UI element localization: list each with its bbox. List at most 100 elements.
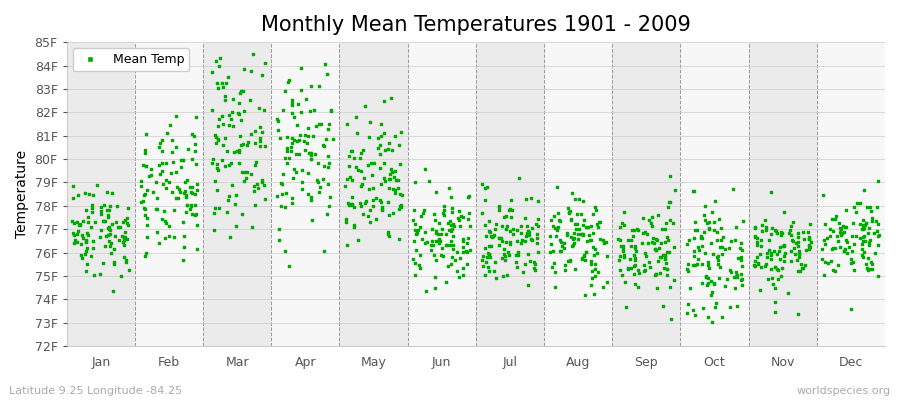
Mean Temp	[792, 251, 806, 258]
Mean Temp	[134, 199, 148, 205]
Mean Temp	[710, 237, 724, 243]
Mean Temp	[572, 226, 587, 232]
Mean Temp	[286, 137, 301, 143]
Mean Temp	[345, 177, 359, 183]
Mean Temp	[284, 144, 298, 150]
Mean Temp	[116, 233, 130, 240]
Bar	[271, 42, 339, 346]
Mean Temp	[500, 222, 514, 229]
Mean Temp	[687, 248, 701, 254]
Mean Temp	[231, 146, 246, 153]
Mean Temp	[139, 131, 153, 137]
Mean Temp	[560, 230, 574, 236]
Mean Temp	[697, 212, 711, 218]
Mean Temp	[544, 241, 558, 248]
Mean Temp	[356, 146, 370, 153]
Mean Temp	[440, 262, 454, 269]
Mean Temp	[529, 240, 544, 246]
Mean Temp	[456, 272, 471, 278]
Mean Temp	[68, 232, 82, 238]
Mean Temp	[625, 237, 639, 244]
Mean Temp	[770, 230, 784, 236]
Mean Temp	[628, 245, 643, 252]
Mean Temp	[735, 263, 750, 270]
Mean Temp	[620, 264, 634, 271]
Bar	[817, 42, 885, 346]
Mean Temp	[844, 256, 859, 262]
Mean Temp	[729, 223, 743, 230]
Mean Temp	[311, 121, 326, 128]
Mean Temp	[612, 266, 626, 273]
Mean Temp	[617, 279, 632, 285]
Mean Temp	[544, 217, 558, 223]
Mean Temp	[710, 254, 724, 260]
Mean Temp	[568, 220, 582, 227]
Mean Temp	[428, 284, 442, 291]
Mean Temp	[222, 111, 237, 118]
Mean Temp	[246, 50, 260, 57]
Mean Temp	[832, 238, 846, 244]
Mean Temp	[383, 170, 398, 177]
Mean Temp	[178, 208, 193, 215]
Mean Temp	[768, 264, 782, 270]
Mean Temp	[256, 107, 271, 114]
Mean Temp	[680, 268, 695, 274]
Mean Temp	[339, 242, 354, 249]
Mean Temp	[628, 281, 643, 287]
Mean Temp	[860, 260, 874, 267]
Mean Temp	[253, 142, 267, 149]
Mean Temp	[499, 238, 513, 245]
Mean Temp	[832, 220, 847, 226]
Mean Temp	[226, 96, 240, 103]
Mean Temp	[256, 129, 270, 135]
Mean Temp	[354, 203, 368, 209]
Mean Temp	[868, 250, 882, 256]
Mean Temp	[500, 272, 514, 278]
Mean Temp	[388, 186, 402, 193]
Mean Temp	[701, 279, 716, 286]
Mean Temp	[500, 213, 514, 219]
Mean Temp	[642, 217, 656, 224]
Mean Temp	[554, 248, 568, 254]
Mean Temp	[734, 276, 748, 283]
Mean Temp	[760, 250, 774, 256]
Mean Temp	[210, 164, 224, 171]
Mean Temp	[348, 114, 363, 120]
Mean Temp	[625, 265, 639, 271]
Mean Temp	[491, 203, 506, 209]
Mean Temp	[567, 240, 581, 246]
Mean Temp	[382, 185, 396, 192]
Mean Temp	[531, 222, 545, 229]
Mean Temp	[413, 265, 428, 271]
Mean Temp	[190, 246, 204, 252]
Mean Temp	[761, 276, 776, 282]
Mean Temp	[478, 272, 492, 278]
Mean Temp	[280, 134, 294, 140]
Mean Temp	[575, 231, 590, 238]
Mean Temp	[730, 274, 744, 280]
Mean Temp	[562, 209, 576, 216]
Mean Temp	[212, 123, 226, 130]
Mean Temp	[277, 204, 292, 210]
Mean Temp	[384, 147, 399, 154]
Mean Temp	[309, 123, 323, 129]
Mean Temp	[79, 239, 94, 246]
Mean Temp	[393, 190, 408, 197]
Mean Temp	[160, 130, 175, 136]
Mean Temp	[554, 239, 569, 245]
Mean Temp	[755, 228, 770, 234]
Mean Temp	[94, 204, 108, 210]
Mean Temp	[590, 269, 605, 276]
Mean Temp	[631, 266, 645, 273]
Mean Temp	[94, 211, 108, 217]
Mean Temp	[856, 224, 870, 231]
Mean Temp	[482, 268, 496, 275]
Mean Temp	[275, 107, 290, 114]
Mean Temp	[649, 271, 663, 277]
Mean Temp	[382, 176, 396, 182]
Mean Temp	[514, 240, 528, 247]
Mean Temp	[218, 134, 232, 141]
Mean Temp	[864, 259, 878, 266]
Mean Temp	[232, 159, 247, 166]
Mean Temp	[579, 224, 593, 231]
